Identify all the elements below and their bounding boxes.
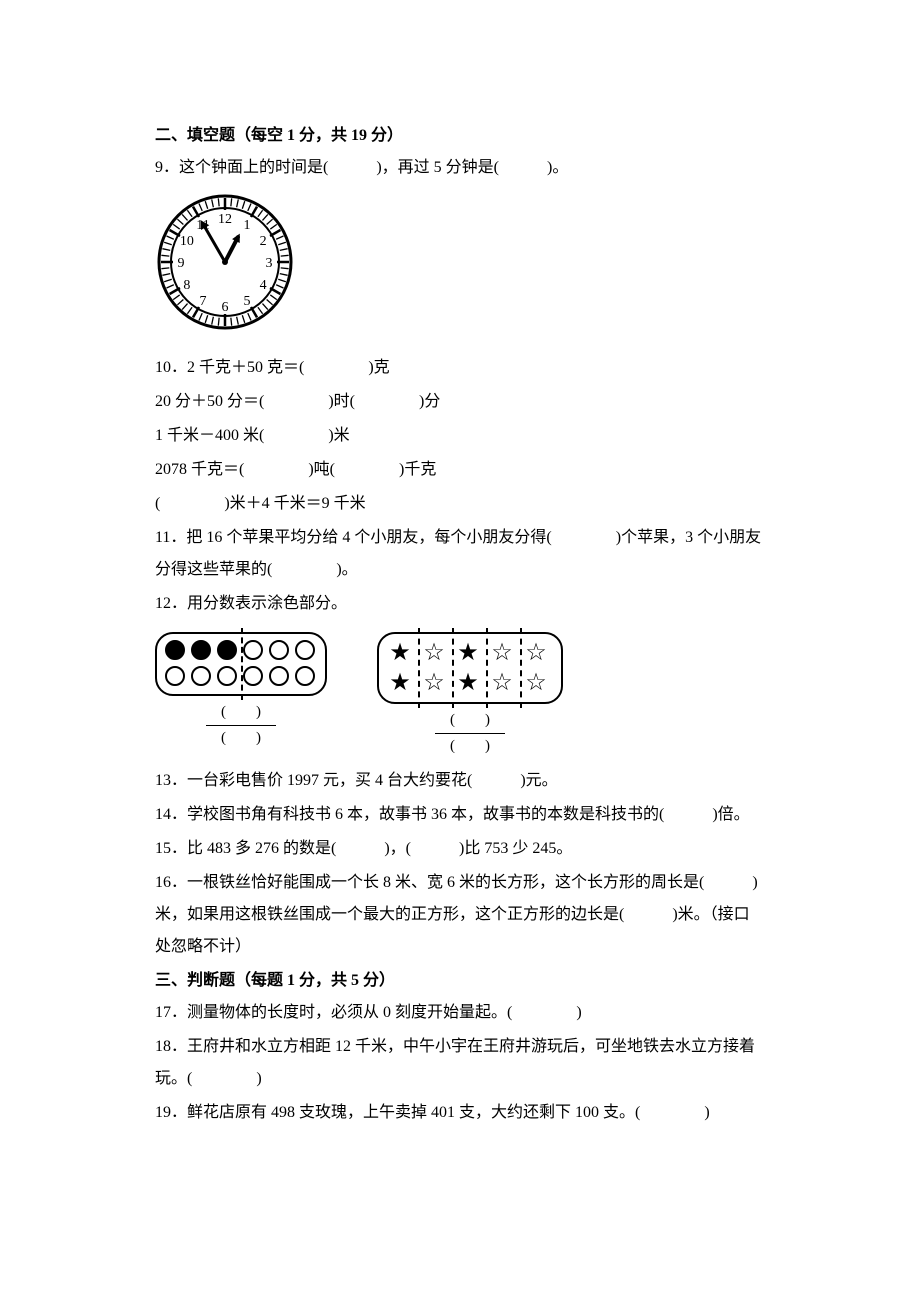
circle-grid	[155, 632, 327, 696]
q12-text: 12．用分数表示涂色部分。	[155, 588, 765, 620]
svg-text:10: 10	[180, 234, 194, 249]
circle-cell	[269, 640, 289, 660]
svg-text:7: 7	[200, 294, 207, 309]
divider-line	[241, 628, 243, 700]
star-cell: ★	[387, 640, 413, 666]
q13-text: 13．一台彩电售价 1997 元，买 4 台大约要花( )元。	[155, 765, 765, 797]
svg-text:3: 3	[266, 256, 273, 271]
circle-cell	[269, 666, 289, 686]
q9-text: 9．这个钟面上的时间是( )，再过 5 分钟是( )。	[155, 152, 765, 184]
q14-text: 14．学校图书角有科技书 6 本，故事书 36 本，故事书的本数是科技书的( )…	[155, 799, 765, 831]
star-cell: ★	[455, 640, 481, 666]
star-cell: ☆	[489, 670, 515, 696]
star-cell: ☆	[421, 640, 447, 666]
star-cell: ☆	[489, 640, 515, 666]
star-grid: ★ ☆ ★ ☆ ☆ ★ ☆ ★ ☆ ☆	[377, 632, 563, 704]
section3-title: 三、判断题（每题 1 分，共 5 分）	[155, 965, 765, 997]
fraction-line	[206, 725, 276, 726]
frac-numerator-blank: ( )	[450, 710, 490, 731]
q18-text: 18．王府井和水立方相距 12 千米，中午小宇在王府井游玩后，可坐地铁去水立方接…	[155, 1031, 765, 1095]
q10-line2: 20 分＋50 分＝( )时( )分	[155, 386, 765, 418]
svg-text:4: 4	[260, 278, 267, 293]
circle-cell	[243, 666, 263, 686]
divider-line	[486, 628, 488, 708]
circle-cell	[217, 666, 237, 686]
circle-cell	[217, 640, 237, 660]
frac-denominator-blank: ( )	[450, 736, 490, 757]
q16-text: 16．一根铁丝恰好能围成一个长 8 米、宽 6 米的长方形，这个长方形的周长是(…	[155, 867, 765, 963]
circle-cell	[191, 640, 211, 660]
q10-line3: 1 千米－400 米( )米	[155, 420, 765, 452]
q10-line4: 2078 千克＝( )吨( )千克	[155, 454, 765, 486]
svg-text:2: 2	[260, 234, 267, 249]
q19-text: 19．鲜花店原有 498 支玫瑰，上午卖掉 401 支，大约还剩下 100 支。…	[155, 1097, 765, 1129]
fraction-blank-1: ( ) ( )	[206, 702, 276, 749]
svg-text:1: 1	[244, 218, 251, 233]
q11-text: 11．把 16 个苹果平均分给 4 个小朋友，每个小朋友分得( )个苹果，3 个…	[155, 522, 765, 586]
star-cell: ★	[387, 670, 413, 696]
star-cell: ★	[455, 670, 481, 696]
svg-text:8: 8	[183, 278, 190, 293]
divider-line	[452, 628, 454, 708]
section2-title: 二、填空题（每空 1 分，共 19 分）	[155, 120, 765, 152]
q15-text: 15．比 483 多 276 的数是( )，( )比 753 少 245。	[155, 833, 765, 865]
q12-fig1: ( ) ( )	[155, 632, 327, 757]
q12-figures: ( ) ( ) ★ ☆ ★ ☆ ☆ ★ ☆ ★ ☆ ☆ ( ) ( )	[155, 632, 765, 757]
circle-cell	[295, 640, 315, 660]
star-cell: ☆	[523, 670, 549, 696]
q12-fig2: ★ ☆ ★ ☆ ☆ ★ ☆ ★ ☆ ☆ ( ) ( )	[377, 632, 563, 757]
svg-text:6: 6	[222, 300, 229, 315]
fraction-blank-2: ( ) ( )	[435, 710, 505, 757]
svg-text:5: 5	[244, 294, 251, 309]
fraction-line	[435, 733, 505, 734]
circle-cell	[191, 666, 211, 686]
frac-numerator-blank: ( )	[221, 702, 261, 723]
q10-line1: 10．2 千克＋50 克＝( )克	[155, 352, 765, 384]
circle-cell	[243, 640, 263, 660]
q17-text: 17．测量物体的长度时，必须从 0 刻度开始量起。( )	[155, 997, 765, 1029]
star-cell: ☆	[421, 670, 447, 696]
circle-cell	[165, 640, 185, 660]
circle-cell	[295, 666, 315, 686]
svg-text:12: 12	[218, 212, 232, 227]
divider-line	[418, 628, 420, 708]
frac-denominator-blank: ( )	[221, 728, 261, 749]
q10-line5: ( )米＋4 千米＝9 千米	[155, 488, 765, 520]
star-cell: ☆	[523, 640, 549, 666]
q9-clock: 121234567891011	[155, 192, 765, 344]
divider-line	[520, 628, 522, 708]
svg-text:9: 9	[178, 256, 185, 271]
circle-cell	[165, 666, 185, 686]
